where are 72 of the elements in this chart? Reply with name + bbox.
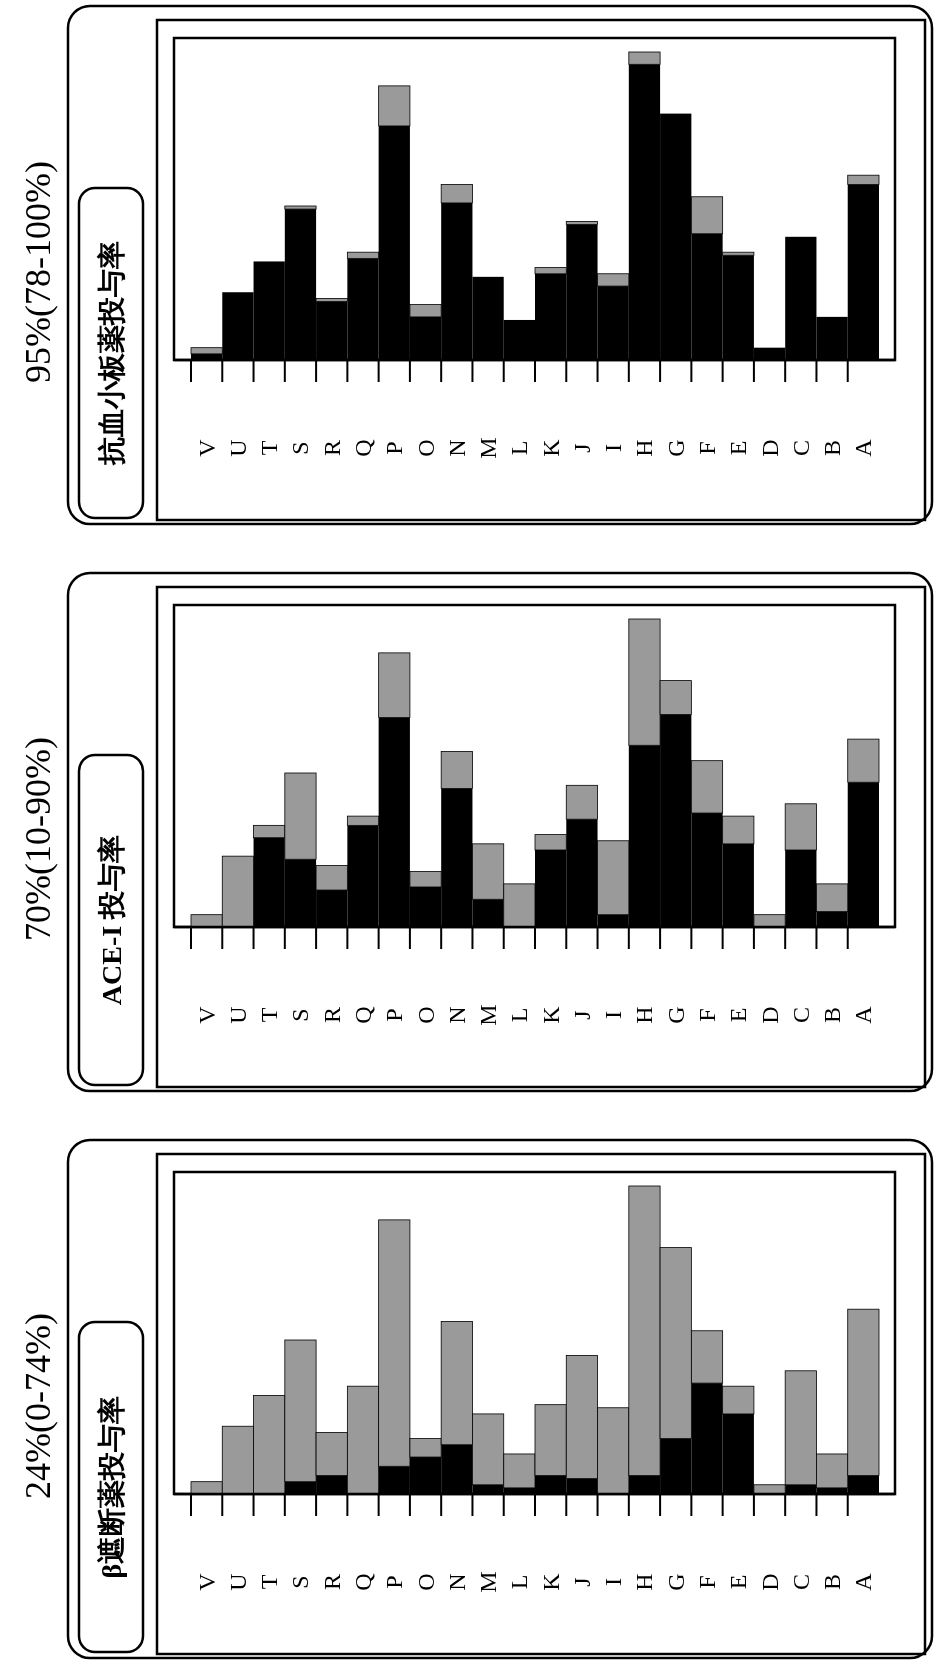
x-tick-label: H <box>631 1006 658 1024</box>
text: 70%(10-90%) <box>18 737 58 941</box>
x-tick-label: B <box>819 1006 846 1024</box>
x-tick-label: A <box>850 438 877 457</box>
x-tick-label: U <box>224 1573 251 1591</box>
x-tick-label: D <box>756 1006 783 1024</box>
x-tick-label: C <box>787 439 814 457</box>
x-tick-label: I <box>600 444 627 452</box>
x-tick-label: P <box>381 1008 408 1022</box>
x-tick-label: R <box>318 1006 345 1024</box>
x-tick-label: E <box>725 1574 752 1590</box>
x-tick-label: K <box>537 1005 564 1024</box>
x-tick-label: V <box>193 1572 220 1591</box>
text: β遮断薬投与率 <box>95 1395 127 1579</box>
x-tick-label: K <box>537 438 564 457</box>
x-tick-label: L <box>506 1574 533 1590</box>
x-tick-label: G <box>662 1006 689 1024</box>
x-tick-label: H <box>631 439 658 457</box>
x-tick-label: K <box>537 1572 564 1591</box>
x-tick-label: J <box>568 443 595 453</box>
x-tick-label: T <box>256 1007 283 1023</box>
x-tick-label: E <box>725 1007 752 1023</box>
x-tick-label: N <box>443 1006 470 1024</box>
x-tick-label: R <box>318 1573 345 1591</box>
x-tick-label: B <box>819 1573 846 1591</box>
x-tick-label: U <box>224 439 251 457</box>
x-tick-label: Q <box>350 1573 376 1591</box>
x-tick-label: J <box>568 1010 595 1020</box>
x-tick-label: D <box>756 1573 783 1591</box>
x-tick-label: O <box>412 439 439 457</box>
x-tick-label: Q <box>350 439 376 457</box>
x-tick-label: G <box>662 439 689 457</box>
text: 抗血小板薬投与率 <box>95 241 127 466</box>
x-tick-label: V <box>193 1005 220 1024</box>
x-tick-label: M <box>475 1004 502 1026</box>
x-tick-label: C <box>787 1573 814 1591</box>
text: 95%(78-100%) <box>18 161 58 383</box>
x-tick-label: B <box>819 439 846 457</box>
x-tick-label: I <box>600 1578 627 1586</box>
x-tick-label: Q <box>350 1006 376 1024</box>
x-tick-label: H <box>631 1573 658 1591</box>
x-tick-label: D <box>756 439 783 457</box>
x-tick-label: N <box>443 439 470 457</box>
x-tick-label: P <box>381 441 408 455</box>
x-tick-label: L <box>506 440 533 456</box>
x-tick-label: T <box>256 1574 283 1590</box>
x-tick-label: P <box>381 1575 408 1589</box>
x-tick-label: S <box>287 1575 314 1589</box>
x-tick-label: S <box>287 1008 314 1022</box>
x-tick-label: O <box>412 1573 439 1591</box>
x-tick-label: R <box>318 439 345 457</box>
x-tick-label: N <box>443 1573 470 1591</box>
x-tick-label: S <box>287 441 314 455</box>
text: 24%(0-74%) <box>18 1313 58 1499</box>
x-tick-label: I <box>600 1011 627 1019</box>
x-tick-label: J <box>568 1577 595 1587</box>
x-tick-label: M <box>475 437 502 459</box>
x-tick-label: V <box>193 438 220 457</box>
text: ACE-I 投与率 <box>95 834 127 1006</box>
x-tick-label: F <box>694 441 720 455</box>
x-tick-label: G <box>662 1573 689 1591</box>
x-tick-label: E <box>725 440 752 456</box>
x-tick-label: L <box>506 1007 533 1023</box>
x-tick-label: A <box>850 1005 877 1024</box>
x-tick-label: U <box>224 1006 251 1024</box>
x-tick-label: F <box>694 1008 720 1022</box>
x-tick-label: M <box>475 1571 502 1593</box>
x-tick-label: O <box>412 1006 439 1024</box>
x-tick-label: F <box>694 1575 720 1589</box>
x-tick-label: C <box>787 1006 814 1024</box>
x-tick-label: A <box>850 1572 877 1591</box>
x-tick-label: T <box>256 440 283 456</box>
